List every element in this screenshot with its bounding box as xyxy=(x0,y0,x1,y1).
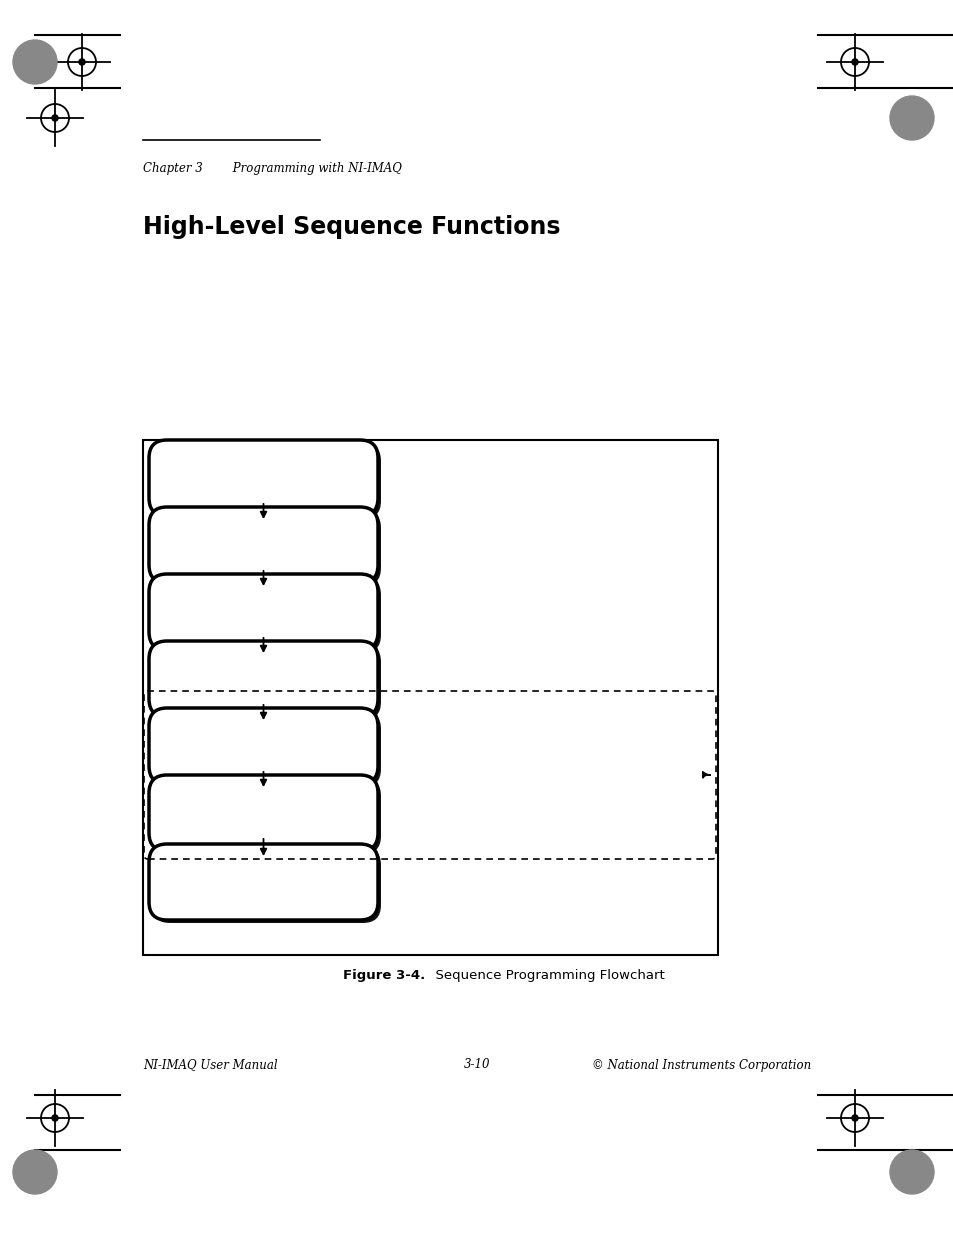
Circle shape xyxy=(13,1150,57,1194)
FancyBboxPatch shape xyxy=(152,643,380,720)
Circle shape xyxy=(51,1115,58,1121)
Circle shape xyxy=(51,115,58,121)
FancyBboxPatch shape xyxy=(149,708,377,784)
Text: © National Instruments Corporation: © National Instruments Corporation xyxy=(591,1058,810,1072)
Text: High-Level Sequence Functions: High-Level Sequence Functions xyxy=(143,215,560,240)
Text: NI-IMAQ User Manual: NI-IMAQ User Manual xyxy=(143,1058,277,1072)
Circle shape xyxy=(851,1115,857,1121)
FancyBboxPatch shape xyxy=(149,440,377,516)
Circle shape xyxy=(851,59,857,65)
Text: Sequence Programming Flowchart: Sequence Programming Flowchart xyxy=(427,968,664,982)
Bar xyxy=(143,440,718,955)
FancyBboxPatch shape xyxy=(149,641,377,718)
FancyBboxPatch shape xyxy=(149,508,377,583)
Circle shape xyxy=(79,59,85,65)
FancyBboxPatch shape xyxy=(152,778,380,853)
Text: Chapter 3        Programming with NI-IMAQ: Chapter 3 Programming with NI-IMAQ xyxy=(143,162,401,175)
Circle shape xyxy=(13,40,57,84)
Circle shape xyxy=(889,1150,933,1194)
FancyBboxPatch shape xyxy=(149,776,377,851)
FancyBboxPatch shape xyxy=(152,711,380,787)
Circle shape xyxy=(889,96,933,140)
FancyBboxPatch shape xyxy=(152,510,380,585)
Text: 3-10: 3-10 xyxy=(463,1058,490,1072)
Text: Figure 3-4.: Figure 3-4. xyxy=(343,968,425,982)
FancyBboxPatch shape xyxy=(152,443,380,519)
FancyBboxPatch shape xyxy=(152,577,380,653)
FancyBboxPatch shape xyxy=(152,847,380,923)
FancyBboxPatch shape xyxy=(149,844,377,920)
FancyBboxPatch shape xyxy=(149,574,377,650)
